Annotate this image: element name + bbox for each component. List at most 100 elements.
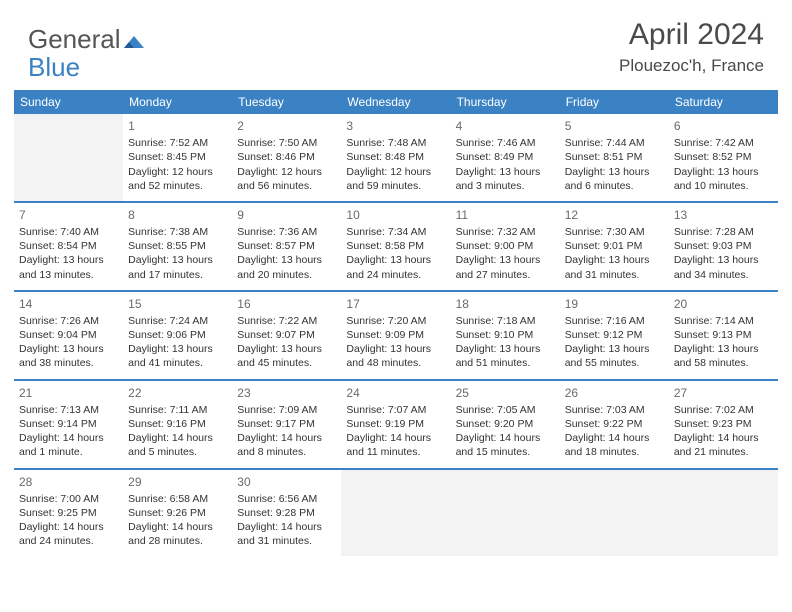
cell-line: Daylight: 14 hours — [19, 431, 118, 445]
title-block: April 2024 Plouezoc'h, France — [619, 18, 764, 76]
weekday-header: Sunday — [14, 90, 123, 114]
weekday-header: Tuesday — [232, 90, 341, 114]
logo-text-general: General — [28, 24, 121, 55]
weekday-header: Monday — [123, 90, 232, 114]
calendar-cell: 20Sunrise: 7:14 AMSunset: 9:13 PMDayligh… — [669, 291, 778, 380]
cell-line: Daylight: 14 hours — [237, 520, 336, 534]
cell-line: Sunrise: 7:34 AM — [346, 225, 445, 239]
cell-line: Sunrise: 7:46 AM — [456, 136, 555, 150]
cell-line: Sunrise: 7:05 AM — [456, 403, 555, 417]
cell-line: Sunset: 9:06 PM — [128, 328, 227, 342]
cell-line: Sunrise: 6:56 AM — [237, 492, 336, 506]
cell-line: and 3 minutes. — [456, 179, 555, 193]
cell-line: Sunset: 9:20 PM — [456, 417, 555, 431]
cell-line: Daylight: 14 hours — [346, 431, 445, 445]
day-number: 27 — [674, 385, 773, 401]
cell-line: Sunset: 8:51 PM — [565, 150, 664, 164]
cell-line: Daylight: 13 hours — [456, 253, 555, 267]
cell-line: and 31 minutes. — [237, 534, 336, 548]
calendar-cell: 3Sunrise: 7:48 AMSunset: 8:48 PMDaylight… — [341, 114, 450, 202]
cell-line: Daylight: 12 hours — [128, 165, 227, 179]
day-number: 12 — [565, 207, 664, 223]
cell-line: Sunrise: 7:00 AM — [19, 492, 118, 506]
day-number: 15 — [128, 296, 227, 312]
cell-line: and 13 minutes. — [19, 268, 118, 282]
cell-line: and 24 minutes. — [19, 534, 118, 548]
calendar-cell: 15Sunrise: 7:24 AMSunset: 9:06 PMDayligh… — [123, 291, 232, 380]
calendar-cell: 18Sunrise: 7:18 AMSunset: 9:10 PMDayligh… — [451, 291, 560, 380]
calendar-cell — [451, 469, 560, 557]
cell-line: Sunrise: 7:50 AM — [237, 136, 336, 150]
cell-line: and 18 minutes. — [565, 445, 664, 459]
cell-line: Daylight: 13 hours — [674, 253, 773, 267]
cell-line: Sunset: 9:23 PM — [674, 417, 773, 431]
cell-line: and 45 minutes. — [237, 356, 336, 370]
cell-line: Sunrise: 7:40 AM — [19, 225, 118, 239]
calendar-cell: 29Sunrise: 6:58 AMSunset: 9:26 PMDayligh… — [123, 469, 232, 557]
cell-line: Sunrise: 7:30 AM — [565, 225, 664, 239]
weekday-header: Wednesday — [341, 90, 450, 114]
cell-line: Daylight: 14 hours — [128, 520, 227, 534]
day-number: 16 — [237, 296, 336, 312]
cell-line: and 8 minutes. — [237, 445, 336, 459]
cell-line: Daylight: 13 hours — [346, 342, 445, 356]
calendar-row: 28Sunrise: 7:00 AMSunset: 9:25 PMDayligh… — [14, 469, 778, 557]
cell-line: Sunset: 9:00 PM — [456, 239, 555, 253]
calendar-cell: 10Sunrise: 7:34 AMSunset: 8:58 PMDayligh… — [341, 202, 450, 291]
cell-line: and 27 minutes. — [456, 268, 555, 282]
cell-line: Daylight: 13 hours — [19, 253, 118, 267]
cell-line: Sunrise: 7:11 AM — [128, 403, 227, 417]
day-number: 7 — [19, 207, 118, 223]
cell-line: Sunrise: 7:28 AM — [674, 225, 773, 239]
weekday-header-row: Sunday Monday Tuesday Wednesday Thursday… — [14, 90, 778, 114]
day-number: 28 — [19, 474, 118, 490]
day-number: 17 — [346, 296, 445, 312]
cell-line: and 20 minutes. — [237, 268, 336, 282]
cell-line: and 48 minutes. — [346, 356, 445, 370]
day-number: 10 — [346, 207, 445, 223]
month-title: April 2024 — [619, 18, 764, 52]
calendar-cell: 17Sunrise: 7:20 AMSunset: 9:09 PMDayligh… — [341, 291, 450, 380]
cell-line: and 38 minutes. — [19, 356, 118, 370]
calendar-cell: 9Sunrise: 7:36 AMSunset: 8:57 PMDaylight… — [232, 202, 341, 291]
cell-line: Daylight: 13 hours — [456, 165, 555, 179]
cell-line: Daylight: 13 hours — [128, 342, 227, 356]
cell-line: Daylight: 13 hours — [19, 342, 118, 356]
cell-line: Sunset: 9:04 PM — [19, 328, 118, 342]
day-number: 20 — [674, 296, 773, 312]
cell-line: Sunset: 9:09 PM — [346, 328, 445, 342]
day-number: 13 — [674, 207, 773, 223]
cell-line: Sunset: 9:10 PM — [456, 328, 555, 342]
cell-line: Sunrise: 7:32 AM — [456, 225, 555, 239]
cell-line: and 41 minutes. — [128, 356, 227, 370]
cell-line: Sunrise: 7:22 AM — [237, 314, 336, 328]
day-number: 2 — [237, 118, 336, 134]
day-number: 6 — [674, 118, 773, 134]
calendar-row: 21Sunrise: 7:13 AMSunset: 9:14 PMDayligh… — [14, 380, 778, 469]
cell-line: Daylight: 13 hours — [565, 342, 664, 356]
day-number: 11 — [456, 207, 555, 223]
cell-line: Daylight: 14 hours — [237, 431, 336, 445]
day-number: 25 — [456, 385, 555, 401]
calendar-cell: 27Sunrise: 7:02 AMSunset: 9:23 PMDayligh… — [669, 380, 778, 469]
day-number: 14 — [19, 296, 118, 312]
calendar-cell: 6Sunrise: 7:42 AMSunset: 8:52 PMDaylight… — [669, 114, 778, 202]
day-number: 5 — [565, 118, 664, 134]
cell-line: Sunset: 9:14 PM — [19, 417, 118, 431]
calendar-table: Sunday Monday Tuesday Wednesday Thursday… — [14, 90, 778, 556]
calendar-cell: 22Sunrise: 7:11 AMSunset: 9:16 PMDayligh… — [123, 380, 232, 469]
calendar-cell: 11 Sunrise: 7:32 AMSunset: 9:00 PMDayligh… — [451, 202, 560, 291]
cell-line: Daylight: 13 hours — [346, 253, 445, 267]
cell-line: Sunrise: 7:36 AM — [237, 225, 336, 239]
day-number: 9 — [237, 207, 336, 223]
cell-line: Sunset: 9:01 PM — [565, 239, 664, 253]
cell-line: Sunset: 8:46 PM — [237, 150, 336, 164]
weekday-header: Thursday — [451, 90, 560, 114]
cell-line: Sunrise: 7:13 AM — [19, 403, 118, 417]
header: General April 2024 Plouezoc'h, France — [0, 0, 792, 84]
calendar-row: 14Sunrise: 7:26 AMSunset: 9:04 PMDayligh… — [14, 291, 778, 380]
cell-line: Sunset: 9:28 PM — [237, 506, 336, 520]
cell-line: Daylight: 13 hours — [456, 342, 555, 356]
calendar-cell: 24Sunrise: 7:07 AMSunset: 9:19 PMDayligh… — [341, 380, 450, 469]
cell-line: Sunset: 9:03 PM — [674, 239, 773, 253]
